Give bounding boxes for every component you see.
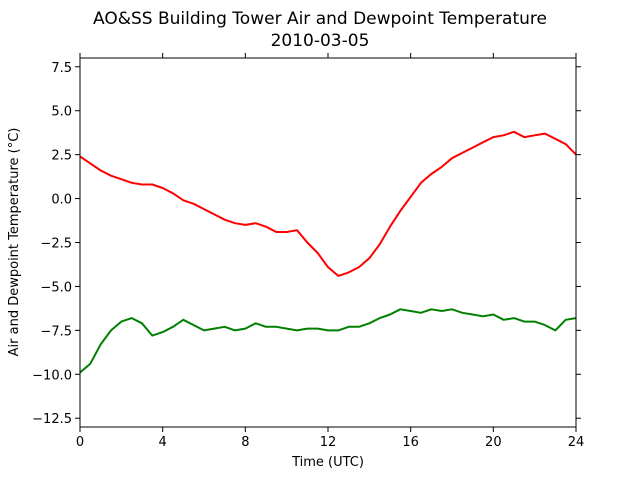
x-axis: 0 4 8 12 16 20 24 bbox=[76, 53, 584, 450]
x-tick-label: 16 bbox=[402, 435, 419, 450]
y-tick-label: −12.5 bbox=[32, 412, 72, 427]
y-tick-label: −2.5 bbox=[40, 237, 72, 252]
y-tick-label: −7.5 bbox=[40, 324, 72, 339]
x-tick-label: 8 bbox=[241, 435, 249, 450]
x-tick-label: 4 bbox=[159, 435, 167, 450]
plot-frame bbox=[79, 57, 577, 428]
y-tick-label: −10.0 bbox=[32, 368, 72, 383]
y-tick-label: −5.0 bbox=[40, 280, 72, 295]
x-tick-label: 20 bbox=[485, 435, 502, 450]
x-tick-label: 12 bbox=[320, 435, 337, 450]
y-tick-label: 0.0 bbox=[51, 193, 72, 208]
y-tick-label: 7.5 bbox=[51, 61, 72, 76]
x-tick-label: 24 bbox=[568, 435, 585, 450]
y-tick-label: 2.5 bbox=[51, 149, 72, 164]
y-tick-label: 5.0 bbox=[51, 105, 72, 120]
y-axis: −12.5 −10.0 −7.5 −5.0 −2.5 0.0 2.5 5.0 7.5 bbox=[32, 61, 581, 427]
plot-lines bbox=[79, 130, 577, 374]
series-line-1 bbox=[79, 130, 577, 277]
chart-subtitle: 2010-03-05 bbox=[271, 31, 370, 51]
x-axis-label: Time (UTC) bbox=[291, 455, 364, 470]
y-axis-label: Air and Dewpoint Temperature (°C) bbox=[7, 128, 22, 357]
chart-title: AO&SS Building Tower Air and Dewpoint Te… bbox=[93, 9, 547, 29]
x-tick-label: 0 bbox=[76, 435, 84, 450]
series-line-2 bbox=[79, 308, 577, 374]
